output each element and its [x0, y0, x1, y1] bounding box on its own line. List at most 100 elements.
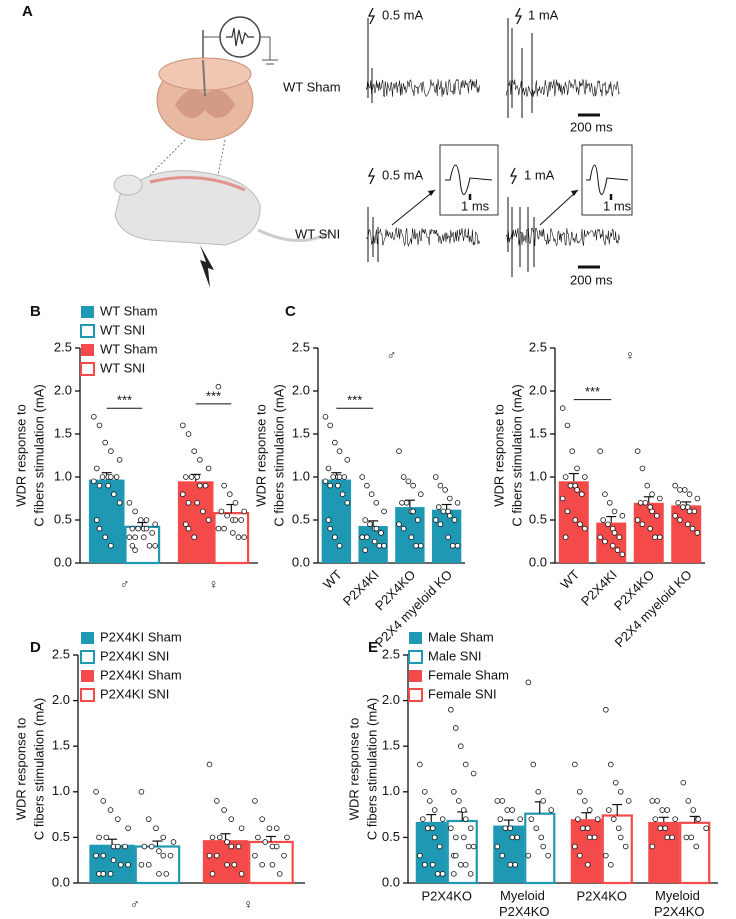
significance-label: *** — [347, 393, 362, 408]
data-point — [572, 517, 579, 523]
data-point — [672, 816, 678, 822]
data-point — [235, 843, 242, 850]
data-point — [562, 534, 569, 540]
data-point — [462, 861, 469, 868]
data-point — [96, 422, 103, 429]
y-tick-label: 2.5 — [382, 646, 400, 661]
data-point — [421, 788, 428, 795]
data-point — [362, 517, 369, 523]
data-point — [607, 761, 614, 768]
data-point — [680, 504, 686, 510]
data-point — [115, 816, 121, 822]
data-point — [574, 487, 580, 493]
inset-scale: 1 ms — [603, 198, 632, 213]
data-point — [396, 521, 402, 528]
data-point — [509, 834, 516, 841]
data-point — [327, 422, 333, 429]
data-point — [221, 482, 227, 489]
data-point — [452, 834, 459, 841]
data-point — [594, 816, 601, 822]
x-tick-label: ♀ — [209, 576, 219, 591]
data-point — [470, 843, 477, 850]
data-point — [152, 521, 158, 528]
data-point — [530, 761, 537, 768]
data-point — [145, 816, 152, 822]
data-point — [362, 547, 369, 553]
data-point — [507, 861, 514, 868]
data-point — [600, 517, 606, 523]
data-point — [205, 517, 212, 523]
data-point — [462, 761, 469, 768]
data-point — [567, 482, 574, 489]
x-tick-label: WT — [320, 567, 345, 592]
data-point — [336, 542, 343, 549]
data-point — [125, 825, 131, 832]
trace — [505, 227, 620, 247]
data-point — [143, 517, 150, 523]
data-point — [606, 499, 613, 506]
bar — [493, 825, 525, 883]
data-point — [180, 422, 186, 429]
data-point — [118, 861, 124, 868]
data-point — [657, 495, 663, 502]
y-tick-label: 0.5 — [292, 511, 310, 526]
data-point — [221, 807, 227, 813]
data-point — [693, 843, 700, 850]
bar — [524, 812, 556, 885]
data-point — [454, 542, 461, 549]
spike — [586, 164, 629, 195]
data-point — [191, 534, 198, 540]
data-point — [617, 788, 624, 795]
data-point — [417, 491, 424, 498]
y-tick-label: 1.5 — [54, 425, 72, 440]
data-point — [465, 843, 472, 850]
y-tick-label: 2.5 — [54, 339, 72, 354]
data-point — [216, 834, 223, 841]
data-point — [654, 798, 661, 804]
data-point — [185, 525, 192, 532]
data-point — [649, 798, 656, 804]
data-point — [625, 798, 632, 804]
data-point — [255, 834, 261, 841]
data-point — [426, 798, 433, 804]
data-point — [160, 852, 167, 859]
data-point — [664, 834, 671, 841]
data-point — [538, 834, 545, 841]
data-point — [332, 534, 338, 540]
data-point — [499, 798, 506, 804]
data-point — [107, 807, 114, 813]
data-point — [574, 465, 580, 472]
data-point — [470, 770, 477, 777]
scale-label: 200 ms — [570, 119, 613, 134]
data-point — [94, 517, 100, 523]
y-tick-label: 1.5 — [382, 738, 400, 753]
data-point — [616, 534, 623, 540]
y-tick-label: 0.0 — [382, 874, 400, 889]
data-point — [224, 861, 230, 868]
data-point — [156, 871, 162, 877]
data-point — [677, 517, 683, 523]
data-point — [602, 538, 608, 545]
data-point — [606, 807, 612, 813]
data-point — [336, 474, 343, 480]
legend-swatch — [80, 324, 95, 338]
data-point — [138, 517, 144, 523]
row-label: WT Sham — [283, 79, 341, 94]
data-point — [652, 534, 658, 540]
data-point — [228, 843, 235, 850]
data-point — [540, 798, 547, 804]
data-point — [378, 530, 384, 536]
y-axis-label: C fibers stimulation (mA) — [31, 698, 46, 840]
data-point — [330, 474, 336, 480]
data-point — [183, 474, 189, 480]
data-point — [405, 478, 412, 485]
data-point — [611, 530, 618, 536]
data-point — [455, 798, 462, 804]
data-point — [435, 504, 442, 510]
data-point — [559, 405, 566, 412]
legend-swatch — [408, 650, 423, 664]
bar — [88, 479, 125, 563]
data-point — [429, 861, 436, 868]
data-point — [138, 861, 145, 868]
data-point — [662, 825, 669, 832]
